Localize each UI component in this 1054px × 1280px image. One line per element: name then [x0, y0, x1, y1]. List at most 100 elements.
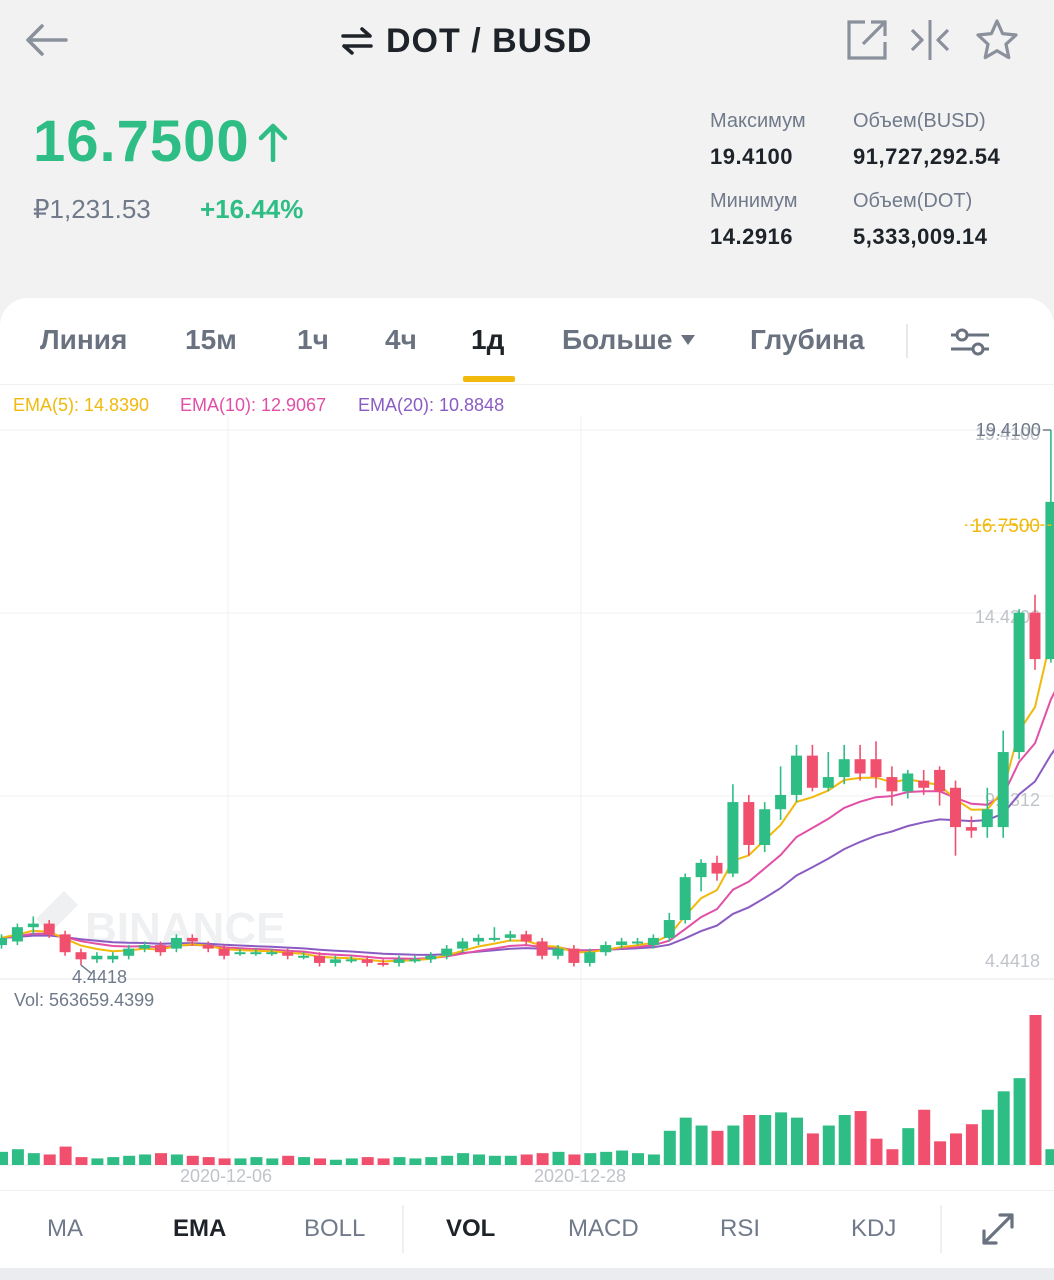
volume-busd-label: Объем(BUSD) — [853, 110, 986, 132]
volume-bar — [504, 1155, 517, 1165]
split-view-icon[interactable] — [908, 18, 952, 62]
tab-4h[interactable]: 4ч — [385, 324, 417, 355]
candle-body — [1029, 612, 1041, 660]
tab-line[interactable]: Линия — [40, 324, 128, 355]
volume-bar — [711, 1130, 724, 1165]
volume-bar — [552, 1151, 565, 1165]
chart-card: Линия 15м 1ч 4ч 1д Больше Глубина BINANC… — [0, 298, 1054, 1280]
ema10-label: EMA(10): 12.9067 — [180, 395, 327, 415]
volume-bar — [186, 1155, 199, 1165]
low-label: Минимум — [710, 190, 798, 212]
candle-body — [27, 923, 39, 928]
star-icon[interactable] — [975, 18, 1019, 62]
candle-body — [838, 759, 850, 778]
active-tab-indicator — [463, 376, 515, 382]
volume-bar — [329, 1159, 342, 1165]
volume-bar — [298, 1157, 311, 1165]
candle-body — [139, 945, 151, 949]
candle-body — [250, 952, 262, 955]
candle-body — [695, 862, 707, 878]
tab-boll[interactable]: BOLL — [304, 1215, 366, 1242]
volume-bar — [950, 1133, 962, 1165]
candle-body — [409, 959, 421, 962]
volume-bar — [425, 1157, 438, 1165]
volume-bar — [997, 1091, 1010, 1165]
candle-body — [934, 769, 946, 792]
binance-logo-icon — [36, 891, 78, 933]
candle-body — [377, 962, 389, 965]
sliders-icon[interactable] — [948, 322, 992, 362]
tabs-divider — [906, 324, 908, 358]
tab-more-label: Больше — [562, 324, 673, 355]
volume-bar — [632, 1153, 644, 1165]
tab-vol[interactable]: VOL — [446, 1215, 496, 1242]
bottom-strip — [0, 1268, 1054, 1280]
tab-15m[interactable]: 15м — [185, 324, 237, 355]
volume-bar — [123, 1155, 136, 1165]
volume-bar — [377, 1158, 390, 1165]
tab-macd[interactable]: MACD — [568, 1215, 639, 1242]
external-link-icon[interactable] — [845, 18, 889, 62]
candle-body — [600, 945, 612, 953]
volume-bar — [536, 1153, 549, 1165]
volume-bar — [488, 1155, 501, 1165]
volume-bar — [981, 1109, 994, 1165]
ema20-label: EMA(20): 10.8848 — [358, 395, 505, 415]
top-bar: DOT / BUSD — [0, 0, 1054, 85]
volume-bar — [902, 1128, 915, 1165]
candle-body — [329, 959, 341, 963]
candle-body — [488, 937, 500, 940]
low-marker-line — [80, 964, 92, 974]
candle-body — [457, 941, 469, 949]
chart-canvas[interactable]: BINANCE19.410014.42069.43124.44182020-12… — [0, 385, 1054, 1191]
tab-ema[interactable]: EMA — [173, 1215, 227, 1242]
tab-rsi[interactable]: RSI — [720, 1215, 761, 1242]
volume-bar — [139, 1154, 152, 1165]
candle-body — [759, 809, 771, 845]
candle-body — [43, 923, 55, 935]
volume-bar — [473, 1154, 485, 1165]
volume-bar — [345, 1158, 358, 1165]
candle-body — [425, 955, 437, 960]
candle-body — [918, 780, 930, 788]
tab-ma[interactable]: MA — [47, 1215, 83, 1242]
candle-body — [632, 941, 643, 944]
candle-body — [568, 948, 580, 963]
expand-icon[interactable] — [978, 1209, 1018, 1249]
volume-bar — [1029, 1015, 1042, 1165]
candle-body — [282, 952, 294, 956]
candle-body — [679, 877, 691, 921]
candle-body — [981, 809, 993, 828]
tab-more[interactable]: Больше — [562, 324, 696, 356]
candle-body — [393, 959, 405, 963]
indicator-divider — [402, 1205, 404, 1253]
candle-body — [314, 955, 325, 963]
volume-bar — [791, 1117, 803, 1165]
y-tick-label: 19.4100 — [975, 424, 1040, 444]
volume-bar — [170, 1154, 183, 1165]
volume-bar — [695, 1125, 708, 1165]
tab-kdj[interactable]: KDJ — [851, 1215, 897, 1242]
candle-body — [950, 787, 961, 828]
volume-bar — [679, 1117, 692, 1165]
candle-body — [361, 959, 373, 963]
candle-body — [663, 920, 675, 938]
tab-1d[interactable]: 1д — [471, 324, 505, 355]
tab-1h[interactable]: 1ч — [297, 324, 329, 355]
arrow-up-icon — [258, 123, 287, 162]
candle-body — [91, 955, 103, 960]
volume-bar — [218, 1158, 231, 1165]
volume-bar — [91, 1158, 104, 1165]
candle-body — [170, 937, 182, 949]
candle-body — [552, 948, 564, 956]
volume-bar — [27, 1153, 40, 1165]
tab-depth[interactable]: Глубина — [750, 324, 865, 355]
volume-label: Vol: 563659.4399 — [14, 990, 155, 1010]
back-arrow-icon[interactable] — [22, 20, 70, 60]
candlestick-chart[interactable]: BINANCE 19.4100 14.4206 9.4312 4.4418 2020-12… — [0, 384, 1054, 1190]
volume-bar — [266, 1158, 279, 1165]
volume-bar — [250, 1157, 263, 1165]
pair-selector[interactable]: DOT / BUSD — [340, 18, 592, 64]
volume-bar — [0, 1151, 8, 1165]
volume-bar — [934, 1141, 947, 1165]
